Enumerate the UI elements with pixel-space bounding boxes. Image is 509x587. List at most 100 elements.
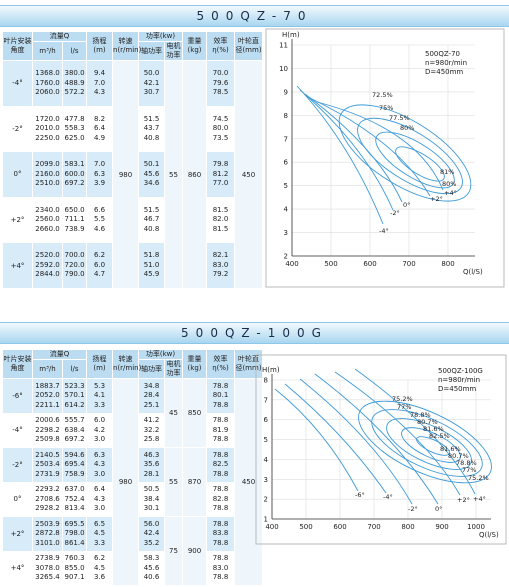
value: 40.6 [143, 573, 160, 581]
value: 4.3 [93, 494, 106, 503]
value: 650.0 [64, 205, 85, 214]
header-cell: 流量Q [31, 349, 88, 360]
angle-cell: +4° [2, 242, 33, 289]
curve-label: -4° [379, 227, 389, 235]
flow-ls-cell: 760.3 855.0 907.1 [61, 550, 88, 586]
value: 758.9 [64, 469, 85, 478]
value: 83.8 [212, 529, 229, 537]
x-tick-label: 700 [402, 260, 415, 268]
value: 2010.0 [35, 124, 60, 133]
value: 2503.9 [35, 519, 60, 528]
value: 4.9 [93, 133, 106, 142]
y-tick-label: 4 [284, 206, 289, 214]
value: 6.4 [93, 485, 106, 493]
value: 42.4 [143, 529, 160, 537]
value: 2731.9 [35, 469, 60, 478]
value: 5.5 [93, 215, 106, 224]
value: 738.9 [64, 224, 85, 233]
head-cell: 6.3 4.3 3.0 [86, 447, 114, 483]
value: 7.0 [93, 78, 106, 87]
header-row: 叶片安装角度 流量Q 扬程(m) 转速n(r/min) 功率(kw) 重量(kg) 效率η(… [2, 349, 264, 379]
value: 700.0 [64, 251, 85, 260]
value: 78.8 [212, 435, 229, 443]
value: 42.1 [143, 78, 160, 87]
flow-m3h-cell: 2140.5 2503.4 2731.9 [32, 447, 63, 483]
value: 695.5 [64, 519, 85, 528]
section-title: 500QZ-100G [0, 322, 509, 344]
value: 614.2 [64, 400, 85, 409]
header-cell: 叶片安装角度 [2, 349, 33, 379]
data-row: -4° 2000.6 2298.2 2509.8 555.7 638.4 697.2 6.0 4… [2, 412, 263, 448]
value: 558.3 [64, 124, 85, 133]
value: 4.5 [93, 529, 106, 537]
value: 81.2 [212, 169, 229, 178]
value: 78.8 [212, 416, 229, 424]
value: 6.0 [93, 260, 106, 269]
value: 2509.8 [35, 435, 60, 443]
curve-label: 81.6% [423, 425, 444, 433]
value: 25.8 [143, 435, 160, 443]
value: 6.0 [93, 416, 106, 424]
efficiency-cell: 82.1 83.0 79.2 [206, 242, 236, 289]
value: 6.4 [93, 124, 106, 133]
table-header: 叶片安装角度 流量Q 扬程(m) 转速n(r/min) 功率(kw) 重量(kg) 效率η(… [2, 31, 264, 61]
value: 3.9 [93, 179, 106, 188]
value: 78.8 [212, 554, 229, 562]
value: 79.6 [212, 78, 229, 87]
value: 51.0 [143, 260, 160, 269]
x-tick-label: 800 [441, 260, 454, 268]
value: 600.0 [64, 169, 85, 178]
value: 77.0 [212, 179, 229, 188]
shaft-power-cell: 46.3 35.6 28.1 [138, 447, 166, 483]
value: 3.0 [93, 435, 106, 443]
header-cell: 转速n(r/min) [112, 349, 141, 379]
value: 45.9 [143, 270, 160, 279]
y-tick-label: 6 [284, 159, 289, 167]
shaft-power-cell: 50.5 38.4 30.1 [138, 481, 166, 517]
x-tick-label: 500 [324, 260, 337, 268]
flow-m3h-cell: 1368.0 1760.0 2060.0 [32, 60, 63, 107]
y-tick-label: 10 [279, 65, 288, 73]
value: 9.4 [93, 69, 106, 78]
diameter-cell: 450 [234, 60, 264, 289]
curve-label: 75.2% [468, 474, 489, 482]
curve-label: 80% [442, 180, 456, 188]
value: 80.1 [212, 391, 229, 399]
header-cell: 轴功率 [138, 359, 166, 379]
value: 2340.0 [35, 205, 60, 214]
data-row: +4° 2520.0 2592.0 2844.0 700.0 720.0 790.0 6.2 6… [2, 242, 263, 289]
value: 78.8 [212, 450, 229, 459]
header-cell: 电机功率 [164, 41, 184, 61]
head-cell: 6.4 4.3 3.0 [86, 481, 114, 517]
value: 3.3 [93, 400, 106, 409]
value: 81.5 [212, 205, 229, 214]
y-tick-label: 3 [264, 476, 268, 484]
data-row: +2° 2340.0 2560.0 2660.0 650.0 711.1 738.9 6.6 5… [2, 196, 263, 244]
value: 25.1 [143, 400, 160, 409]
value: 380.0 [64, 69, 85, 78]
value: 907.1 [64, 573, 85, 581]
speed-cell: 980 [112, 60, 140, 289]
curve-label: 77% [462, 466, 476, 474]
y-tick-label: 9 [284, 88, 288, 96]
value: 79.8 [212, 160, 229, 169]
legend-text: n=980r/min [425, 59, 467, 67]
value: 58.3 [143, 554, 160, 562]
flow-m3h-cell: 2520.0 2592.0 2844.0 [32, 242, 63, 289]
value: 6.3 [93, 450, 106, 459]
value: 56.0 [143, 519, 160, 528]
value: 798.0 [64, 529, 85, 537]
header-cell: 轴功率 [138, 41, 166, 61]
value: 2140.5 [35, 450, 60, 459]
angle-cell: -4° [2, 412, 33, 448]
legend-text: D=450mm [425, 68, 463, 76]
y-tick-label: 8 [264, 377, 268, 385]
flow-m3h-cell: 2503.9 2872.8 3101.0 [32, 516, 63, 552]
axes: 400 500 600 700 800 900 1000 1 2 3 4 5 6 7 8 [264, 374, 491, 531]
value: 35.6 [143, 460, 160, 468]
shaft-power-cell: 34.8 28.4 25.1 [138, 378, 166, 414]
efficiency-cell: 78.8 81.9 78.8 [206, 412, 236, 448]
value: 3265.4 [35, 573, 60, 581]
x-axis-label: Q(l/S) [463, 268, 483, 276]
value: 4.3 [93, 460, 106, 468]
